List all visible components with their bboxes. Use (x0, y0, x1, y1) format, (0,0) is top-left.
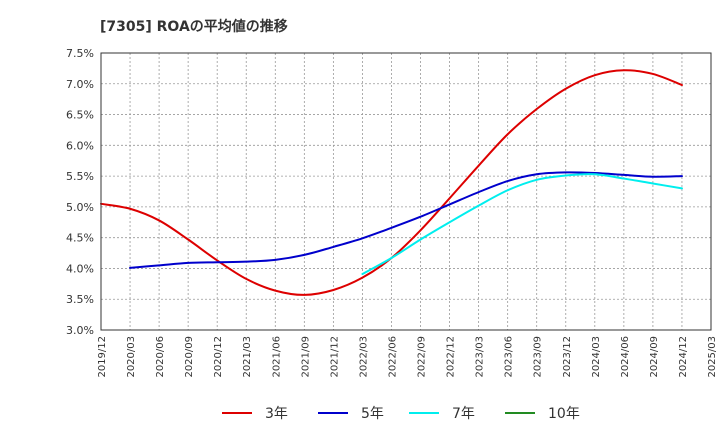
y-tick-label: 7.5% (66, 47, 94, 60)
y-tick-label: 3.5% (66, 293, 94, 306)
x-tick-label: 2024/03 (591, 336, 602, 378)
x-tick-label: 2023/03 (475, 336, 486, 378)
y-tick-label: 5.5% (66, 170, 94, 183)
legend-label-3: 7年 (452, 406, 475, 422)
x-tick-label: 2022/06 (387, 336, 398, 378)
legend-label-4: 10年 (548, 406, 580, 422)
x-tick-label: 2025/03 (707, 336, 718, 378)
x-tick-label: 2023/12 (562, 336, 573, 378)
plot-frame (100, 52, 712, 331)
legend-label-2: 5年 (361, 406, 384, 422)
x-tick-label: 2023/09 (533, 336, 544, 378)
y-tick-label: 6.5% (66, 109, 94, 122)
y-tick-label: 7.0% (66, 78, 94, 91)
legend-label-1: 3年 (265, 406, 288, 422)
x-tick-label: 2022/09 (417, 336, 428, 378)
grid (101, 53, 711, 330)
chart-title: [7305] ROAの平均値の推移 (100, 18, 288, 35)
x-tick-label: 2021/06 (271, 336, 282, 378)
x-tick-label: 2022/12 (446, 336, 457, 378)
x-tick-label: 2020/09 (184, 336, 195, 378)
x-tick-label: 2021/03 (242, 336, 253, 378)
y-tick-label: 3.0% (66, 324, 94, 337)
x-tick-label: 2023/06 (504, 336, 515, 378)
legend: 3年 5年 7年 10年 (222, 406, 580, 422)
series-line-3 (361, 173, 683, 275)
x-tick-label: 2024/12 (678, 336, 689, 378)
x-tick-label: 2024/06 (620, 336, 631, 378)
x-tick-label: 2020/12 (213, 336, 224, 378)
y-tick-label: 4.5% (66, 232, 94, 245)
y-tick-label: 4.0% (66, 262, 94, 275)
series-lines (100, 69, 683, 296)
x-tick-label: 2022/03 (358, 336, 369, 378)
y-tick-label: 6.0% (66, 139, 94, 152)
x-tick-label: 2020/03 (126, 336, 137, 378)
x-axis-ticks: 2019/12 2020/03 2020/06 2020/09 2020/12 2021/… (97, 336, 718, 378)
x-tick-label: 2019/12 (97, 336, 108, 378)
x-tick-label: 2020/06 (155, 336, 166, 378)
x-tick-label: 2021/09 (300, 336, 311, 378)
x-tick-label: 2024/09 (649, 336, 660, 378)
y-axis-ticks: 3.0% 3.5% 4.0% 4.5% 5.0% 5.5% 6.0% 6.5% 7.0% 7.5% (66, 47, 94, 337)
x-tick-label: 2021/12 (329, 336, 340, 378)
series-line-2 (129, 171, 683, 269)
y-tick-label: 5.0% (66, 201, 94, 214)
